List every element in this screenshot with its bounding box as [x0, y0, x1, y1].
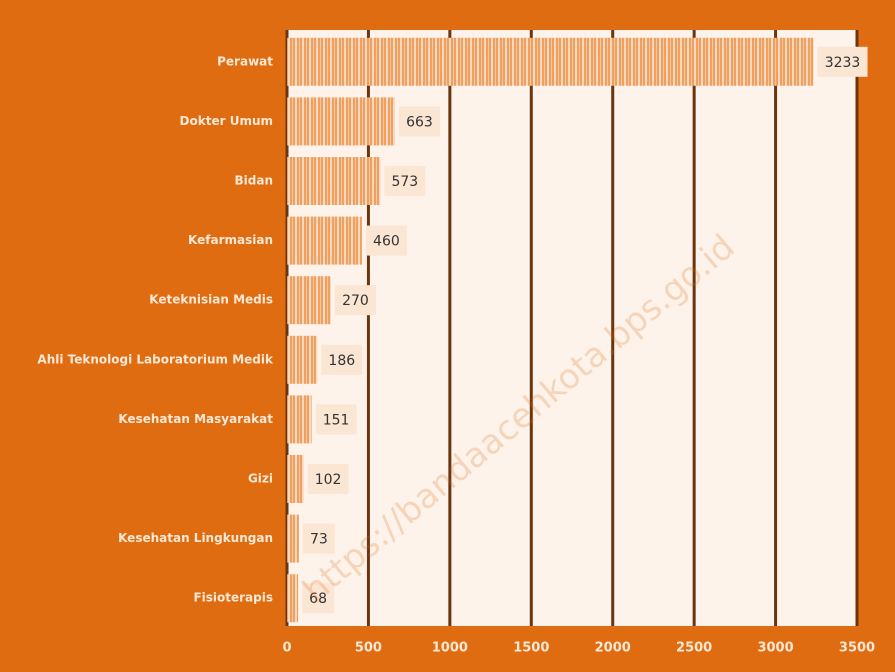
bar [287, 97, 395, 146]
value-label: 186 [328, 353, 355, 369]
value-label-box [817, 46, 868, 77]
x-tick-label: 2000 [595, 641, 631, 656]
value-label-box [384, 166, 426, 196]
bar [287, 335, 318, 384]
y-tick-label: Gizi [248, 472, 273, 486]
bar [287, 157, 381, 205]
bar [287, 276, 331, 325]
value-label: 73 [310, 532, 328, 548]
y-tick-label: Kefarmasian [188, 233, 273, 247]
value-label: 102 [315, 472, 342, 488]
y-tick-label: Keteknisian Medis [149, 293, 273, 307]
value-label-box [302, 583, 335, 614]
value-label-box [334, 285, 376, 316]
bar [287, 455, 304, 503]
value-label-box [307, 464, 349, 494]
value-label: 573 [391, 174, 418, 190]
y-tick-label: Kesehatan Lingkungan [118, 531, 273, 545]
value-label: 3233 [825, 55, 861, 71]
x-tick-label: 2500 [676, 641, 712, 656]
bar [287, 514, 299, 563]
y-tick-label: Fisioterapis [193, 591, 273, 605]
value-label-box [365, 225, 407, 256]
x-tick-label: 1000 [432, 641, 468, 656]
value-label-box [398, 106, 440, 137]
value-label-box [321, 344, 363, 375]
value-label-box [302, 523, 335, 554]
value-label: 270 [342, 293, 369, 309]
y-tick-label: Bidan [235, 174, 274, 188]
bar [287, 216, 362, 265]
value-label: 151 [323, 412, 350, 428]
x-tick-label: 0 [282, 641, 291, 656]
x-tick-label: 3000 [757, 641, 793, 656]
x-tick-label: 1500 [513, 641, 549, 656]
bar [287, 37, 814, 86]
value-label-box [315, 404, 357, 435]
x-tick-label: 3500 [839, 641, 875, 656]
y-tick-label: Kesehatan Masyarakat [118, 412, 273, 426]
value-label: 460 [373, 234, 400, 250]
x-tick-label: 500 [355, 641, 382, 656]
y-tick-label: Perawat [217, 54, 273, 68]
bar [287, 574, 299, 623]
bar [287, 395, 312, 444]
y-tick-label: Dokter Umum [180, 114, 273, 128]
y-tick-label: Ahli Teknologi Laboratorium Medik [37, 352, 274, 366]
value-label: 68 [309, 591, 327, 607]
value-label: 663 [406, 114, 433, 130]
